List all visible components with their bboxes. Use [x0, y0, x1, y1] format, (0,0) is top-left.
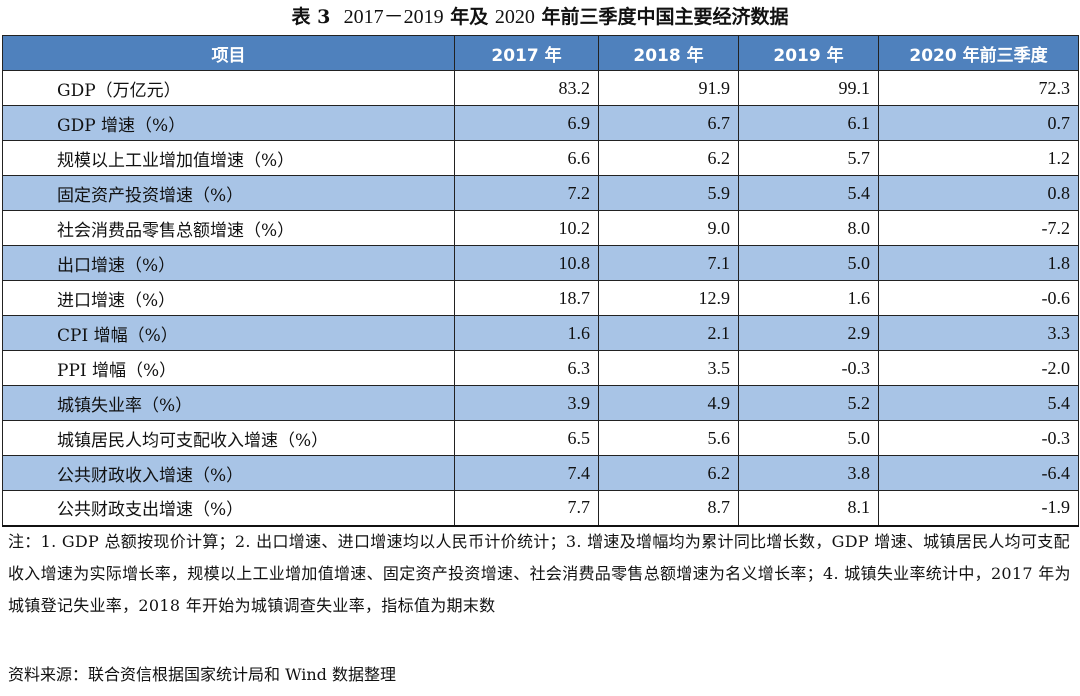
- cell-2020q3: 0.8: [878, 175, 1079, 211]
- cell-2020q3: 1.2: [878, 140, 1079, 176]
- cell-2017: 6.3: [454, 350, 599, 386]
- cell-2020q3: 5.4: [878, 385, 1079, 421]
- cell-2019: 8.0: [738, 210, 879, 246]
- cell-2018: 12.9: [598, 280, 739, 316]
- cell-2018: 7.1: [598, 245, 739, 281]
- cell-2020q3: -7.2: [878, 210, 1079, 246]
- cell-2019: 6.1: [738, 105, 879, 141]
- table-row: 进口增速（%） 18.7 12.9 1.6 -0.6: [2, 280, 1079, 316]
- cell-2018: 6.7: [598, 105, 739, 141]
- cell-2017: 3.9: [454, 385, 599, 421]
- cell-2018: 8.7: [598, 490, 739, 527]
- row-item: 固定资产投资增速（%）: [2, 175, 455, 211]
- title-year2: 2020: [494, 6, 535, 28]
- cell-2017: 6.5: [454, 420, 599, 456]
- row-item: 城镇失业率（%）: [2, 385, 455, 421]
- cell-2020q3: 72.3: [878, 70, 1079, 106]
- cell-2018: 9.0: [598, 210, 739, 246]
- table-row: 固定资产投资增速（%） 7.2 5.9 5.4 0.8: [2, 175, 1079, 211]
- cell-2017: 7.2: [454, 175, 599, 211]
- table-row: 社会消费品零售总额增速（%） 10.2 9.0 8.0 -7.2: [2, 210, 1079, 246]
- cell-2019: 5.4: [738, 175, 879, 211]
- cell-2020q3: 3.3: [878, 315, 1079, 351]
- table-row: 规模以上工业增加值增速（%） 6.6 6.2 5.7 1.2: [2, 140, 1079, 176]
- cell-2018: 6.2: [598, 455, 739, 491]
- cell-2018: 91.9: [598, 70, 739, 106]
- header-2017: 2017 年: [454, 35, 599, 71]
- cell-2017: 7.7: [454, 490, 599, 527]
- cell-2018: 2.1: [598, 315, 739, 351]
- cell-2017: 10.2: [454, 210, 599, 246]
- row-item: 出口增速（%）: [2, 245, 455, 281]
- table-row: GDP（万亿元） 83.2 91.9 99.1 72.3: [2, 70, 1079, 106]
- row-item: 规模以上工业增加值增速（%）: [2, 140, 455, 176]
- header-item: 项目: [2, 35, 455, 71]
- cell-2018: 4.9: [598, 385, 739, 421]
- row-item: 进口增速（%）: [2, 280, 455, 316]
- cell-2019: -0.3: [738, 350, 879, 386]
- economic-data-table: 项目 2017 年 2018 年 2019 年 2020 年前三季度 GDP（万…: [2, 35, 1079, 527]
- table-row: 公共财政支出增速（%） 7.7 8.7 8.1 -1.9: [2, 490, 1079, 527]
- cell-2017: 7.4: [454, 455, 599, 491]
- cell-2019: 8.1: [738, 490, 879, 527]
- cell-2020q3: -6.4: [878, 455, 1079, 491]
- cell-2019: 3.8: [738, 455, 879, 491]
- cell-2020q3: -0.6: [878, 280, 1079, 316]
- cell-2019: 5.7: [738, 140, 879, 176]
- row-item: GDP（万亿元）: [2, 70, 455, 106]
- table-row: CPI 增幅（%） 1.6 2.1 2.9 3.3: [2, 315, 1079, 351]
- data-source: 资料来源：联合资信根据国家统计局和 Wind 数据整理: [8, 665, 397, 684]
- cell-2018: 5.9: [598, 175, 739, 211]
- table-row: GDP 增速（%） 6.9 6.7 6.1 0.7: [2, 105, 1079, 141]
- table-label: 表 3: [291, 6, 331, 28]
- table-row: 出口增速（%） 10.8 7.1 5.0 1.8: [2, 245, 1079, 281]
- cell-2020q3: -0.3: [878, 420, 1079, 456]
- table-row: PPI 增幅（%） 6.3 3.5 -0.3 -2.0: [2, 350, 1079, 386]
- cell-2018: 3.5: [598, 350, 739, 386]
- cell-2020q3: 1.8: [878, 245, 1079, 281]
- cell-2019: 1.6: [738, 280, 879, 316]
- cell-2017: 18.7: [454, 280, 599, 316]
- cell-2019: 2.9: [738, 315, 879, 351]
- cell-2020q3: 0.7: [878, 105, 1079, 141]
- cell-2019: 5.2: [738, 385, 879, 421]
- row-item: 公共财政收入增速（%）: [2, 455, 455, 491]
- cell-2020q3: -2.0: [878, 350, 1079, 386]
- cell-2017: 10.8: [454, 245, 599, 281]
- row-item: GDP 增速（%）: [2, 105, 455, 141]
- header-row: 项目 2017 年 2018 年 2019 年 2020 年前三季度: [2, 35, 1079, 71]
- table-row: 公共财政收入增速（%） 7.4 6.2 3.8 -6.4: [2, 455, 1079, 491]
- cell-2019: 5.0: [738, 420, 879, 456]
- header-2020q3: 2020 年前三季度: [878, 35, 1079, 71]
- table-title: 表 3 2017－2019 年及 2020 年前三季度中国主要经济数据: [0, 2, 1080, 32]
- cell-2018: 6.2: [598, 140, 739, 176]
- title-mid: 年及: [443, 6, 495, 28]
- table-row: 城镇失业率（%） 3.9 4.9 5.2 5.4: [2, 385, 1079, 421]
- title-years: 2017－2019: [343, 6, 444, 28]
- row-item: 城镇居民人均可支配收入增速（%）: [2, 420, 455, 456]
- header-2018: 2018 年: [598, 35, 739, 71]
- cell-2017: 83.2: [454, 70, 599, 106]
- cell-2020q3: -1.9: [878, 490, 1079, 527]
- row-item: CPI 增幅（%）: [2, 315, 455, 351]
- row-item: PPI 增幅（%）: [2, 350, 455, 386]
- title-rest: 年前三季度中国主要经济数据: [534, 6, 789, 28]
- row-item: 社会消费品零售总额增速（%）: [2, 210, 455, 246]
- cell-2019: 99.1: [738, 70, 879, 106]
- table-row: 城镇居民人均可支配收入增速（%） 6.5 5.6 5.0 -0.3: [2, 420, 1079, 456]
- cell-2018: 5.6: [598, 420, 739, 456]
- table-note: 注：1. GDP 总额按现价计算；2. 出口增速、进口增速均以人民币计价统计；3…: [8, 532, 1071, 615]
- cell-2017: 6.6: [454, 140, 599, 176]
- cell-2019: 5.0: [738, 245, 879, 281]
- row-item: 公共财政支出增速（%）: [2, 490, 455, 527]
- header-2019: 2019 年: [738, 35, 879, 71]
- cell-2017: 1.6: [454, 315, 599, 351]
- cell-2017: 6.9: [454, 105, 599, 141]
